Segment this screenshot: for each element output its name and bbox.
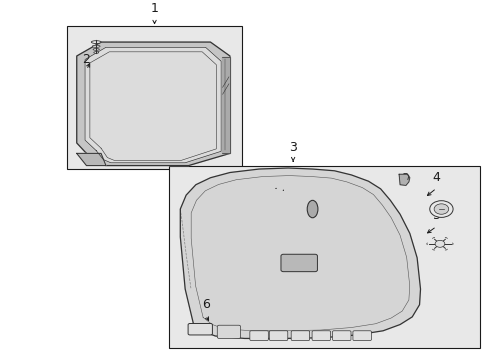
Ellipse shape	[91, 41, 101, 44]
Bar	[169, 166, 479, 348]
Polygon shape	[180, 168, 420, 338]
Text: 6: 6	[201, 298, 209, 311]
Text: 3: 3	[288, 141, 296, 154]
FancyBboxPatch shape	[269, 331, 287, 341]
Polygon shape	[221, 57, 229, 153]
FancyBboxPatch shape	[332, 331, 350, 341]
Ellipse shape	[94, 51, 99, 53]
Polygon shape	[398, 174, 409, 185]
FancyBboxPatch shape	[290, 331, 309, 341]
FancyBboxPatch shape	[249, 331, 268, 341]
Polygon shape	[77, 42, 229, 166]
FancyBboxPatch shape	[352, 331, 371, 341]
Ellipse shape	[306, 201, 317, 218]
FancyBboxPatch shape	[281, 254, 317, 272]
Circle shape	[429, 201, 452, 217]
FancyBboxPatch shape	[217, 325, 240, 338]
Circle shape	[433, 204, 448, 214]
FancyBboxPatch shape	[188, 324, 212, 335]
Polygon shape	[77, 153, 106, 166]
Ellipse shape	[92, 45, 100, 47]
Text: 2: 2	[82, 53, 90, 66]
Bar	[67, 26, 242, 169]
Text: 4: 4	[432, 171, 440, 184]
Polygon shape	[85, 47, 221, 163]
FancyBboxPatch shape	[311, 331, 330, 341]
Text: 5: 5	[432, 209, 440, 222]
Ellipse shape	[93, 49, 99, 50]
Text: 1: 1	[150, 2, 158, 15]
Circle shape	[434, 240, 444, 247]
